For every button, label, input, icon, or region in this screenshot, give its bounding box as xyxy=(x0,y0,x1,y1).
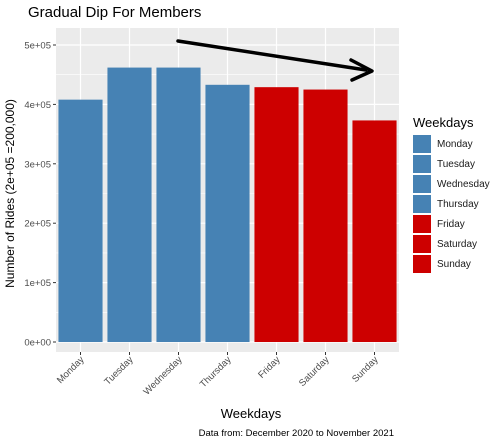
legend-label: Thursday xyxy=(437,198,479,210)
y-tick-label: 4e+05 xyxy=(24,100,51,111)
legend-title: Weekdays xyxy=(413,115,474,130)
legend-key xyxy=(413,155,431,173)
x-tick-label: Wednesday xyxy=(141,354,184,397)
x-tick-label: Saturday xyxy=(297,354,332,389)
bar-saturday xyxy=(303,89,348,342)
legend-key xyxy=(413,215,431,233)
arrow-head xyxy=(349,58,374,82)
chart-title: Gradual Dip For Members xyxy=(28,4,202,21)
bars xyxy=(58,67,397,343)
legend-label: Sunday xyxy=(437,258,471,270)
legend-item-wednesday: Wednesday xyxy=(413,175,490,193)
y-tick-label: 2e+05 xyxy=(24,219,51,230)
x-tick-label: Friday xyxy=(256,354,283,381)
legend-key xyxy=(413,135,431,153)
legend-label: Monday xyxy=(437,138,473,150)
x-tick-label: Tuesday xyxy=(102,354,135,387)
chart-caption: Data from: December 2020 to November 202… xyxy=(198,428,394,439)
legend-label: Wednesday xyxy=(437,178,490,190)
y-tick-label: 1e+05 xyxy=(24,278,51,289)
legend-key xyxy=(413,235,431,253)
bar-sunday xyxy=(352,120,397,342)
arrow-shaft xyxy=(176,39,368,72)
bar-tuesday xyxy=(107,67,152,343)
legend-label: Friday xyxy=(437,218,465,230)
legend-label: Tuesday xyxy=(437,158,475,170)
y-tick-label: 5e+05 xyxy=(24,41,51,52)
x-axis-label: Weekdays xyxy=(220,406,282,421)
y-axis-label: Number of Rides (2e+05 =200,000) xyxy=(3,99,17,288)
bar-monday xyxy=(58,99,103,342)
x-axis: Monday Tuesday Wednesday Thursday Friday Satu… xyxy=(55,352,381,397)
legend-item-monday: Monday xyxy=(413,135,473,153)
legend-item-friday: Friday xyxy=(413,215,465,233)
bar-wednesday xyxy=(156,67,201,343)
x-tick-label: Thursday xyxy=(198,354,234,390)
x-tick-label: Monday xyxy=(55,354,87,386)
legend-item-sunday: Sunday xyxy=(413,255,471,273)
y-tick-label: 0e+00 xyxy=(24,338,51,349)
legend-label: Saturday xyxy=(437,238,478,250)
y-axis: 0e+00 1e+05 2e+05 3e+05 4e+05 5e+05 xyxy=(24,41,56,349)
bar-friday xyxy=(254,87,299,342)
legend-key xyxy=(413,255,431,273)
legend-key xyxy=(413,195,431,213)
legend-item-saturday: Saturday xyxy=(413,235,477,253)
legend-key xyxy=(413,175,431,193)
x-tick-label: Sunday xyxy=(350,354,381,385)
y-tick-label: 3e+05 xyxy=(24,159,51,170)
trend-arrow xyxy=(176,39,374,82)
legend-item-thursday: Thursday xyxy=(413,195,479,213)
legend-item-tuesday: Tuesday xyxy=(413,155,475,173)
bar-thursday xyxy=(205,84,250,342)
